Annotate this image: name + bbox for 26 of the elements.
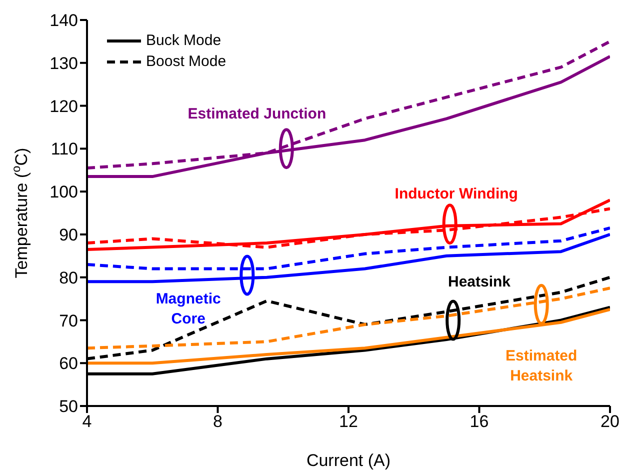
legend-label: Buck Mode xyxy=(146,31,222,51)
annotation: Estimated Junction xyxy=(188,106,326,122)
annotation: Inductor Winding xyxy=(394,186,518,203)
y-tick-label: 50 xyxy=(59,397,78,416)
x-tick-label: 12 xyxy=(339,412,358,432)
y-tick-label: 60 xyxy=(59,354,78,374)
y-tick-label: 100 xyxy=(50,182,78,202)
annotation: Magnetic Core xyxy=(156,290,221,328)
legend-label: Boost Mode xyxy=(146,52,226,72)
x-tick-label: 4 xyxy=(82,412,92,432)
annotation: Estimated Heatsink xyxy=(506,348,578,385)
x-tick-label: 8 xyxy=(213,412,222,432)
line-series xyxy=(87,308,610,365)
y-tick-label: 110 xyxy=(50,140,78,159)
y-tick-label: 80 xyxy=(59,268,78,288)
y-tick-label: 70 xyxy=(59,311,78,330)
y-tick-label: 90 xyxy=(59,225,78,244)
x-tick-label: 20 xyxy=(600,412,620,432)
y-tick-label: 140 xyxy=(50,11,78,30)
line-series xyxy=(87,226,610,270)
x-tick-label: 16 xyxy=(470,412,489,432)
y-tick-label: 130 xyxy=(50,54,78,73)
x-axis-title: Current (A) xyxy=(306,451,391,470)
y-tick-label: 120 xyxy=(50,96,78,116)
line-series xyxy=(87,286,610,350)
annotation: Heatsink xyxy=(448,274,512,291)
